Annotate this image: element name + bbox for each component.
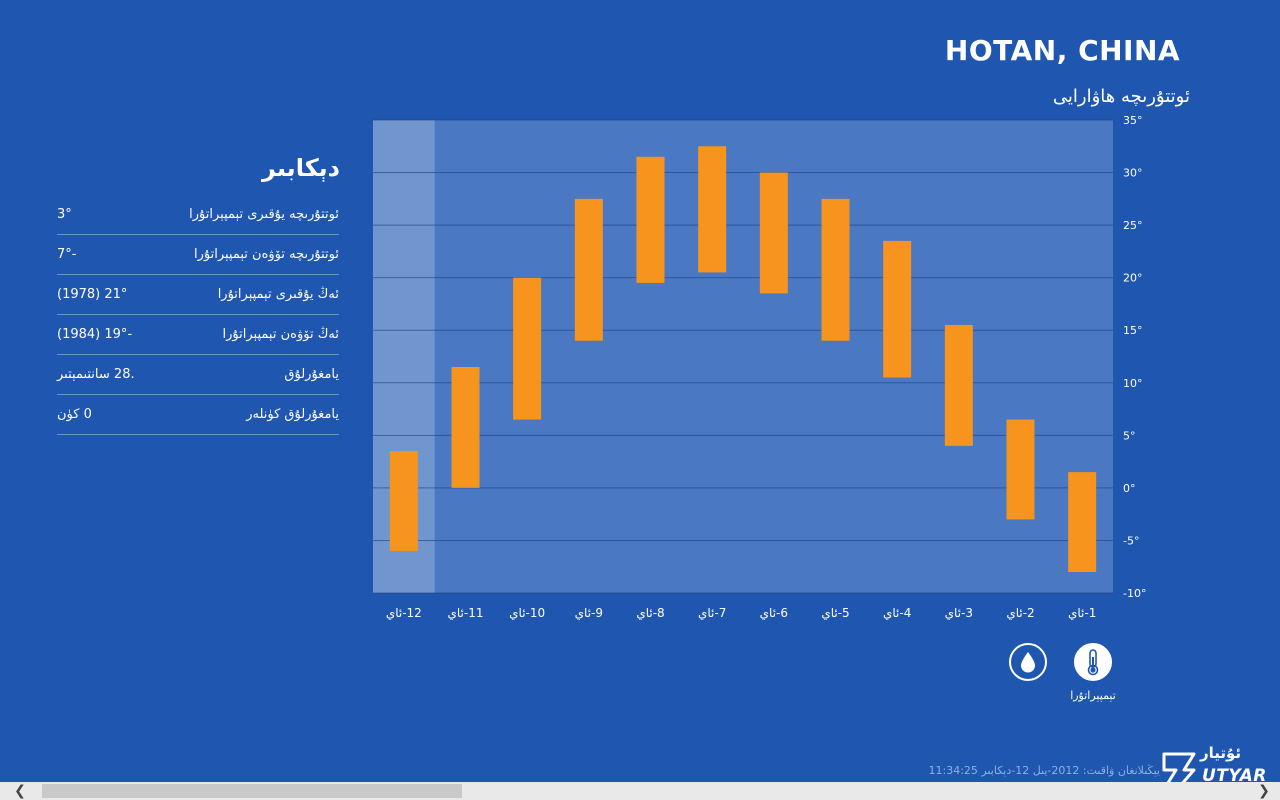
- page-subtitle: ئوتتۇرىچە ھاۋارايى: [1052, 86, 1190, 107]
- x-tick-label: 1-ئاي: [1068, 606, 1096, 620]
- temperature-range-bar: [821, 198, 850, 341]
- stat-value: 0 كۈن: [57, 407, 92, 422]
- y-tick-label: 20°: [1123, 272, 1143, 285]
- y-tick-label: 0°: [1123, 482, 1136, 495]
- temperature-range-bar: [1006, 419, 1035, 520]
- x-tick-label: 11-ئاي: [448, 606, 484, 620]
- month-stats: 3° ئوتتۇرىچە يۇقىرى تېمپېراتۇرا -7° ئوتت…: [57, 195, 339, 435]
- stat-row: -19° (1984) ئەڭ تۆۋەن تېمپېراتۇرا: [57, 315, 339, 355]
- city-title: HOTAN, CHINA: [944, 34, 1181, 67]
- x-tick-label: 7-ئاي: [698, 606, 726, 620]
- temperature-range-bar: [759, 172, 788, 294]
- temperature-range-bar: [636, 156, 665, 283]
- x-tick-label: 10-ئاي: [509, 606, 545, 620]
- logo-text-uyghur: ئۇتيار: [1200, 744, 1242, 762]
- last-updated-text: يېڭىلانغان ۋاقىت: 2012-يىل 12-دېكابىر 11…: [928, 764, 1161, 777]
- rain-toggle-button[interactable]: [1009, 643, 1047, 681]
- x-tick-label: 3-ئاي: [945, 606, 973, 620]
- y-tick-label: 30°: [1123, 167, 1143, 180]
- stat-row: 21° (1978) ئەڭ يۇقىرى تېمپېراتۇرا: [57, 275, 339, 315]
- stat-value: 3°: [57, 207, 72, 222]
- temperature-range-bar: [574, 198, 603, 341]
- y-tick-label: 5°: [1123, 429, 1136, 442]
- logo-text-latin: UTYAR: [1202, 766, 1267, 786]
- x-tick-label: 6-ئاي: [760, 606, 788, 620]
- y-tick-label: -10°: [1123, 587, 1146, 600]
- stat-label: ئەڭ تۆۋەن تېمپېراتۇرا: [222, 327, 339, 342]
- x-tick-label: 5-ئاي: [821, 606, 849, 620]
- stat-row: .28 سانتىمېتىر يامغۇرلۇق: [57, 355, 339, 395]
- y-tick-label: 10°: [1123, 377, 1143, 390]
- stat-value: 21° (1978): [57, 287, 128, 302]
- stat-value: -19° (1984): [57, 327, 133, 342]
- temperature-range-bar: [513, 277, 542, 420]
- stat-label: يامغۇرلۇق: [284, 367, 339, 382]
- month-heading: دېكابىر: [261, 154, 340, 182]
- scroll-thumb[interactable]: [42, 784, 462, 798]
- x-tick-label: 9-ئاي: [575, 606, 603, 620]
- y-tick-label: 25°: [1123, 219, 1143, 232]
- x-tick-label: 4-ئاي: [883, 606, 911, 620]
- x-tick-label: 8-ئاي: [636, 606, 664, 620]
- stat-label: ئوتتۇرىچە تۆۋەن تېمپېراتۇرا: [194, 247, 339, 262]
- temperature-toggle-label: تېمپېراتۇرا: [1070, 689, 1116, 702]
- y-tick-label: 35°: [1123, 114, 1143, 127]
- scroll-left-arrow-icon[interactable]: ❮: [14, 783, 26, 799]
- temperature-range-bar: [389, 451, 418, 551]
- temperature-range-bar: [883, 240, 912, 378]
- x-tick-label: 12-ئاي: [386, 606, 422, 620]
- raindrop-icon: [1021, 652, 1035, 673]
- temperature-range-bar: [698, 146, 727, 273]
- temperature-toggle-button[interactable]: [1074, 643, 1112, 681]
- stat-value: -7°: [57, 247, 77, 262]
- stat-row: -7° ئوتتۇرىچە تۆۋەن تېمپېراتۇرا: [57, 235, 339, 275]
- temperature-range-bar: [944, 324, 973, 446]
- plot-area: [373, 120, 1113, 593]
- temperature-range-bar: [1068, 472, 1097, 572]
- y-tick-label: 15°: [1123, 324, 1143, 337]
- y-tick-label: -5°: [1123, 534, 1139, 547]
- stat-value: .28 سانتىمېتىر: [57, 367, 135, 382]
- stat-label: يامغۇرلۇق كۈنلەر: [246, 407, 339, 422]
- stat-label: ئوتتۇرىچە يۇقىرى تېمپېراتۇرا: [189, 207, 339, 222]
- temperature-range-chart: 35° 30° 25° 20° 15° 10° 5° 0° -5° -10° 12-ئاي 11-ئا…: [373, 114, 1146, 620]
- thermometer-icon: [1087, 649, 1099, 676]
- x-tick-label: 2-ئاي: [1006, 606, 1034, 620]
- horizontal-scrollbar[interactable]: ❮ ❯: [0, 782, 1280, 800]
- stat-row: 0 كۈن يامغۇرلۇق كۈنلەر: [57, 395, 339, 435]
- stat-row: 3° ئوتتۇرىچە يۇقىرى تېمپېراتۇرا: [57, 195, 339, 235]
- temperature-range-bar: [451, 367, 480, 488]
- stat-label: ئەڭ يۇقىرى تېمپېراتۇرا: [217, 287, 339, 302]
- scroll-right-arrow-icon[interactable]: ❯: [1258, 783, 1270, 799]
